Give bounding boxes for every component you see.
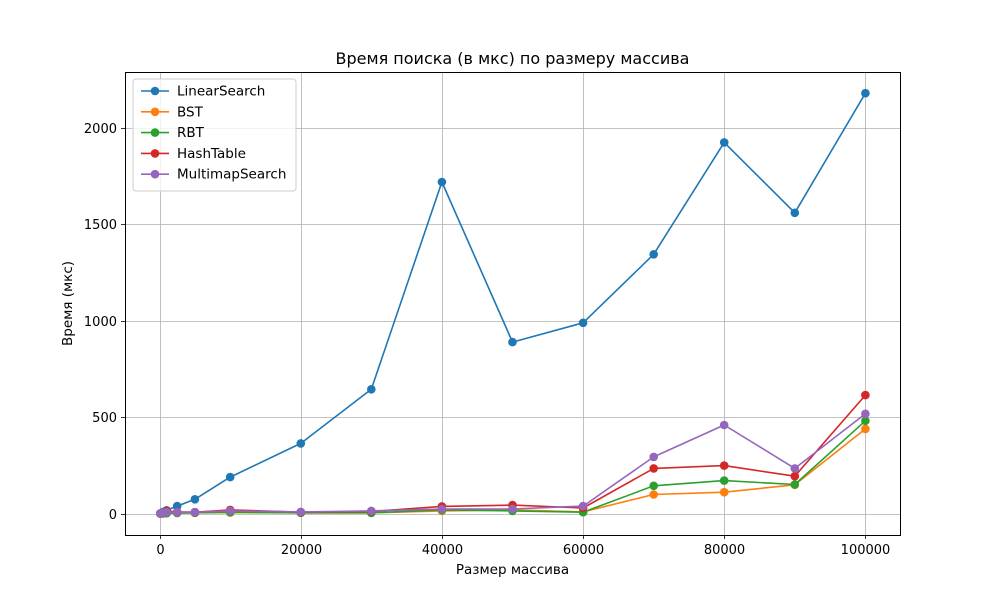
data-point: [578, 318, 588, 328]
series-multimapsearch: [156, 409, 870, 518]
data-point: [190, 507, 200, 517]
legend-marker: [150, 86, 160, 96]
legend-label: LinearSearch: [177, 84, 265, 100]
x-tick-label: 40000: [422, 543, 463, 558]
data-point: [861, 409, 870, 419]
data-point: [719, 476, 729, 485]
y-tick-label: 1000: [84, 315, 117, 330]
x-tick-label: 20000: [281, 543, 322, 558]
y-axis-ticks: 0 500 1000 1500 2000: [84, 122, 125, 523]
legend-item: HashTable: [141, 146, 246, 162]
data-point: [225, 472, 235, 482]
x-tick-label: 60000: [563, 543, 604, 558]
data-point: [719, 420, 729, 430]
data-point: [578, 501, 588, 511]
data-point: [437, 177, 447, 187]
legend-label: HashTable: [177, 146, 246, 162]
data-point: [790, 208, 800, 218]
data-point: [861, 390, 870, 400]
data-point: [861, 88, 870, 98]
data-point: [790, 471, 800, 481]
data-point: [649, 250, 658, 259]
data-point: [649, 481, 658, 491]
legend-label: MultimapSearch: [177, 167, 286, 183]
plot-frame: [125, 72, 901, 536]
data-point: [719, 461, 729, 470]
data-point: [508, 337, 517, 347]
data-point: [790, 480, 800, 489]
legend: LinearSearch BST RBT HashTable MultimapSearc…: [132, 78, 297, 192]
data-point: [649, 464, 658, 473]
y-axis-label: Время (мкс): [60, 261, 76, 346]
x-axis-label: Размер массива: [456, 562, 569, 578]
data-point: [296, 507, 306, 517]
legend-label: RBT: [177, 125, 205, 141]
data-point: [508, 504, 517, 514]
legend-marker: [150, 149, 160, 158]
x-axis-ticks: 0 20000 40000 60000 80000 100000: [156, 535, 890, 558]
legend-marker: [150, 128, 160, 137]
series-layer: [156, 88, 870, 518]
y-tick-label: 0: [109, 508, 117, 523]
y-tick-label: 1500: [84, 218, 117, 233]
legend-box: [132, 78, 297, 192]
data-point: [367, 506, 376, 516]
data-point: [172, 507, 182, 517]
data-point: [861, 424, 870, 434]
data-point: [190, 495, 200, 504]
data-point: [296, 439, 306, 448]
data-point: [719, 487, 729, 497]
data-point: [367, 385, 376, 394]
legend-item: RBT: [141, 125, 205, 141]
y-tick-label: 2000: [84, 122, 117, 137]
grid: [125, 72, 900, 535]
data-point: [162, 507, 171, 517]
chart-title: Время поиска (в мкс) по размеру массива: [336, 49, 690, 68]
y-tick-label: 500: [92, 411, 117, 426]
data-point: [719, 138, 729, 147]
x-tick-label: 100000: [841, 543, 891, 558]
data-point: [649, 452, 658, 462]
legend-marker: [150, 169, 160, 179]
data-point: [790, 464, 800, 473]
legend-item: MultimapSearch: [141, 167, 286, 183]
data-point: [225, 506, 235, 516]
data-point: [861, 416, 870, 426]
data-point: [437, 504, 447, 514]
data-point: [649, 490, 658, 499]
legend-marker: [150, 107, 160, 117]
legend-label: BST: [177, 104, 204, 120]
legend-item: BST: [141, 104, 204, 120]
legend-item: LinearSearch: [141, 84, 265, 100]
x-tick-label: 0: [156, 543, 164, 558]
x-tick-label: 80000: [704, 543, 745, 558]
